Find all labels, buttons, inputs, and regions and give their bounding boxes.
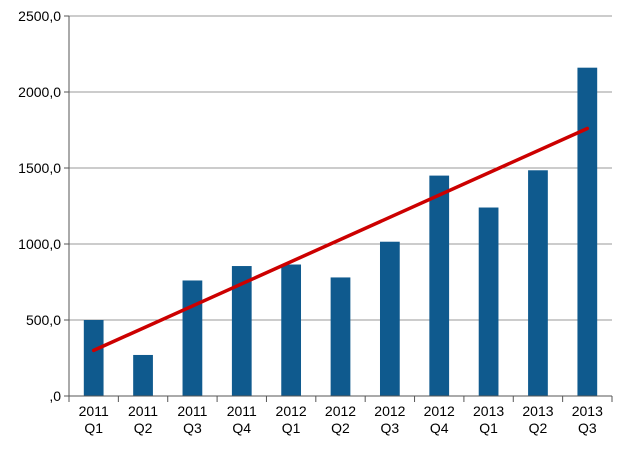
x-tick-label: 2011 Q1 xyxy=(79,403,109,436)
y-tick-label: ,0 xyxy=(49,388,61,404)
x-tick-label-year: 2013 xyxy=(473,403,504,419)
x-tick-label-year: 2012 xyxy=(276,403,307,419)
axes xyxy=(64,15,613,402)
gridlines xyxy=(69,15,612,321)
bar xyxy=(429,175,450,396)
x-tick-label-year: 2012 xyxy=(374,403,405,419)
x-tick-label-year: 2012 xyxy=(424,403,455,419)
x-tick-label-year: 2013 xyxy=(522,403,553,419)
trend-line-layer xyxy=(91,126,590,353)
x-tick-label-quarter: Q1 xyxy=(84,420,103,436)
bar xyxy=(182,280,203,396)
x-tick-label: 2012 Q2 xyxy=(325,403,356,436)
x-tick-label-quarter: Q2 xyxy=(529,420,548,436)
bar xyxy=(330,277,351,396)
x-tick-label-quarter: Q4 xyxy=(232,420,251,436)
x-tick-label-year: 2013 xyxy=(572,403,603,419)
x-tick-label: 2013 Q1 xyxy=(473,403,504,436)
x-tick-label-quarter: Q4 xyxy=(430,420,449,436)
x-tick-label: 2011 Q2 xyxy=(128,403,158,436)
x-tick-label-year: 2011 xyxy=(128,403,158,419)
x-tick-label-quarter: Q1 xyxy=(479,420,498,436)
x-tick-label: 2012 Q3 xyxy=(374,403,405,436)
x-tick-label-quarter: Q1 xyxy=(282,420,301,436)
y-tick-label: 1500,0 xyxy=(18,160,61,176)
x-tick-label: 2013 Q3 xyxy=(572,403,603,436)
x-tick-label: 2013 Q2 xyxy=(522,403,553,436)
y-tick-label: 2000,0 xyxy=(18,84,61,100)
x-tick-label-quarter: Q2 xyxy=(331,420,350,436)
bar xyxy=(528,170,548,396)
x-tick-label: 2012 Q4 xyxy=(424,403,455,436)
y-axis-tick-labels: ,0 500,0 1000,0 1500,0 2000,0 2500,0 xyxy=(18,8,61,404)
bar xyxy=(231,266,252,396)
y-tick-label: 2500,0 xyxy=(18,8,61,24)
x-tick-label-year: 2011 xyxy=(79,403,109,419)
x-tick-label: 2011 Q4 xyxy=(227,403,257,436)
bar xyxy=(577,67,598,397)
bar xyxy=(281,264,302,396)
x-tick-label-year: 2011 xyxy=(177,403,207,419)
x-tick-label: 2012 Q1 xyxy=(276,403,307,436)
bar xyxy=(379,241,400,396)
x-tick-label-quarter: Q3 xyxy=(183,420,202,436)
bars xyxy=(83,67,598,397)
bar xyxy=(133,354,153,396)
trend-line xyxy=(91,126,590,353)
x-tick-label-quarter: Q3 xyxy=(578,420,597,436)
bar xyxy=(478,207,499,396)
x-tick-label: 2011 Q3 xyxy=(177,403,207,436)
x-tick-label-quarter: Q2 xyxy=(134,420,153,436)
x-tick-label-quarter: Q3 xyxy=(381,420,400,436)
y-tick-label: 1000,0 xyxy=(18,236,61,252)
y-tick-label: 500,0 xyxy=(26,312,61,328)
x-tick-label-year: 2011 xyxy=(227,403,257,419)
x-tick-label-year: 2012 xyxy=(325,403,356,419)
bar xyxy=(83,320,104,396)
